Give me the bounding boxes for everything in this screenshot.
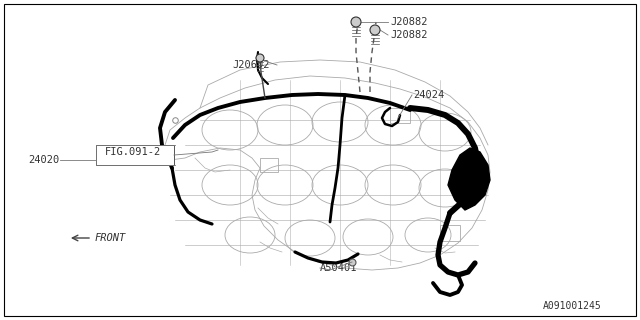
Polygon shape — [448, 148, 490, 210]
Text: 24024: 24024 — [413, 90, 444, 100]
Text: FRONT: FRONT — [95, 233, 126, 243]
Bar — [440, 225, 460, 241]
Bar — [390, 108, 410, 123]
Circle shape — [370, 25, 380, 35]
Bar — [96, 145, 174, 165]
Bar — [260, 158, 278, 172]
Text: J20882: J20882 — [390, 30, 428, 40]
Text: 24020: 24020 — [28, 155, 60, 165]
Circle shape — [351, 17, 361, 27]
Text: J20602: J20602 — [232, 60, 269, 70]
Text: FIG.091-2: FIG.091-2 — [105, 147, 161, 157]
Text: J20882: J20882 — [390, 17, 428, 27]
Text: A091001245: A091001245 — [543, 301, 602, 311]
Text: A50401: A50401 — [320, 263, 358, 273]
Circle shape — [256, 54, 264, 62]
